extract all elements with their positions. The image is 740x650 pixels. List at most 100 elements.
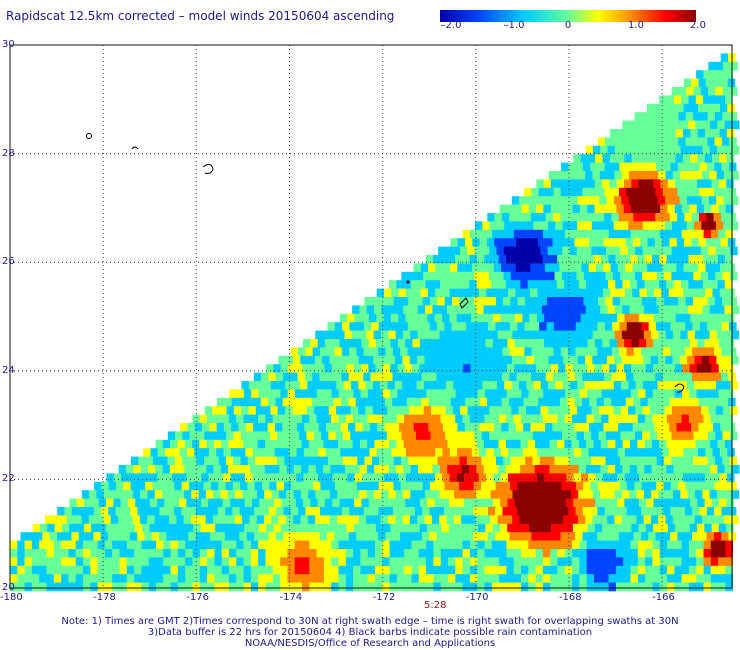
wind-cell <box>633 372 641 382</box>
wind-cell <box>698 103 706 113</box>
wind-cell <box>258 414 266 424</box>
wind-cell <box>413 473 421 483</box>
wind-cell <box>371 507 379 516</box>
wind-cell <box>725 389 734 399</box>
wind-cell <box>683 103 692 113</box>
wind-cell <box>376 288 385 298</box>
wind-cell <box>425 439 434 449</box>
wind-cell <box>221 565 230 575</box>
wind-cell <box>457 448 465 457</box>
wind-cell <box>268 397 276 407</box>
wind-cell <box>46 557 55 567</box>
wind-cell <box>477 582 485 592</box>
wind-cell <box>88 515 97 525</box>
wind-cell <box>668 154 676 163</box>
wind-cell <box>578 305 586 315</box>
wind-cell <box>188 532 196 541</box>
wind-cell <box>553 507 562 516</box>
wind-cell <box>350 456 358 466</box>
wind-cell <box>567 372 576 382</box>
wind-cell <box>185 565 193 575</box>
wind-cell <box>349 507 357 516</box>
wind-cell <box>725 70 733 79</box>
wind-cell <box>718 389 726 399</box>
wind-cell <box>656 481 664 491</box>
wind-cell <box>374 439 383 449</box>
wind-cell <box>690 103 699 113</box>
wind-cell <box>545 213 554 222</box>
wind-cell <box>579 565 587 575</box>
wind-cell <box>601 414 609 424</box>
wind-cell <box>61 549 69 558</box>
wind-cell <box>10 540 18 550</box>
wind-cell <box>715 431 723 441</box>
wind-cell <box>290 532 299 541</box>
wind-cell <box>592 355 600 365</box>
wind-cell <box>338 389 347 399</box>
wind-cell <box>454 280 463 289</box>
wind-cell <box>693 112 701 121</box>
wind-cell <box>421 372 430 382</box>
wind-cell <box>159 481 168 491</box>
wind-cell <box>655 213 663 222</box>
wind-cell <box>550 389 559 399</box>
wind-cell <box>415 271 424 281</box>
wind-cell <box>703 549 712 558</box>
wind-cell <box>442 288 450 298</box>
wind-cell <box>605 431 614 441</box>
wind-cell <box>397 339 406 348</box>
wind-cell <box>529 523 537 533</box>
wind-cell <box>225 507 233 516</box>
wind-cell <box>145 481 153 491</box>
wind-cell <box>648 162 657 172</box>
wind-cell <box>723 406 731 415</box>
wind-cell <box>450 238 458 247</box>
wind-cell <box>192 565 201 575</box>
wind-cell <box>261 372 269 382</box>
wind-cell <box>91 523 99 533</box>
wind-cell <box>706 532 715 541</box>
wind-cell <box>185 574 193 583</box>
wind-cell <box>489 381 498 390</box>
wind-cell <box>535 414 544 424</box>
wind-cell <box>695 439 704 449</box>
wind-cell <box>240 456 249 466</box>
wind-cell <box>211 456 219 466</box>
wind-cell <box>293 490 302 499</box>
wind-cell <box>411 414 419 424</box>
wind-cell <box>76 498 85 508</box>
wind-cell <box>477 549 485 558</box>
wind-cell <box>353 582 361 592</box>
wind-cell <box>560 347 569 357</box>
wind-cell <box>689 229 697 239</box>
wind-cell <box>206 465 214 474</box>
wind-cell <box>398 473 406 483</box>
wind-cell <box>380 355 389 365</box>
wind-cell <box>711 523 720 533</box>
wind-cell <box>548 171 557 180</box>
wind-cell <box>471 498 479 508</box>
wind-cell <box>510 271 519 281</box>
wind-cell <box>590 297 599 306</box>
wind-cell <box>535 439 543 449</box>
wind-cell <box>726 364 734 373</box>
wind-cell <box>547 271 555 281</box>
wind-cell <box>339 498 348 508</box>
wind-cell <box>360 565 368 575</box>
wind-cell <box>387 381 396 390</box>
wind-cell <box>654 103 662 113</box>
wind-cell <box>280 565 288 575</box>
wind-cell <box>589 238 597 247</box>
wind-cell <box>538 213 546 222</box>
wind-cell <box>471 313 479 323</box>
wind-cell <box>112 565 120 575</box>
wind-cell <box>418 582 427 592</box>
wind-cell <box>603 448 611 457</box>
wind-cell <box>648 481 657 491</box>
wind-cell <box>482 406 490 415</box>
wind-cell <box>169 515 177 525</box>
wind-cell <box>489 406 497 415</box>
wind-cell <box>327 507 335 516</box>
wind-cell <box>412 498 421 508</box>
wind-cell <box>207 414 215 424</box>
